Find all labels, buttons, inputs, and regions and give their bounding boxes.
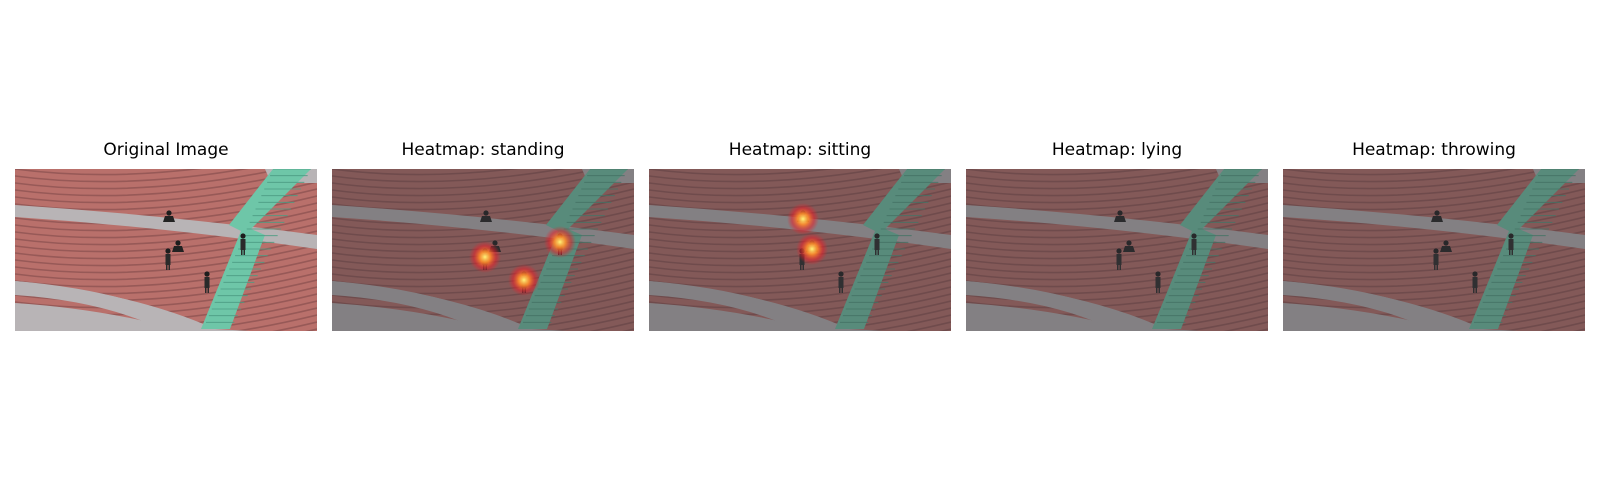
person-right	[1191, 233, 1197, 255]
panel-title: Heatmap: throwing	[1352, 140, 1516, 160]
heatmap-image-standing	[332, 169, 634, 331]
heat-spot-person-bottom	[508, 264, 540, 296]
scene-svg	[649, 169, 951, 331]
person-bottom	[1472, 271, 1478, 293]
person-bottom	[838, 271, 844, 293]
person-bottom	[204, 271, 210, 293]
heat-spot-person-left	[469, 241, 501, 273]
person-right	[1508, 233, 1514, 255]
lower-walkway-band	[15, 281, 205, 331]
original-image	[15, 169, 317, 331]
scene-svg	[966, 169, 1268, 331]
person-top	[1431, 210, 1443, 222]
person-top	[1114, 210, 1126, 222]
heatmap-dim-overlay	[966, 169, 1268, 331]
lower-walkway-band	[649, 281, 839, 331]
person-top	[480, 210, 492, 222]
lower-walkway-band	[1283, 281, 1473, 331]
person-top	[163, 210, 175, 222]
heatmap-image-throwing	[1283, 169, 1585, 331]
scene-svg	[15, 169, 317, 331]
heat-spot-person-right	[544, 226, 576, 258]
person-left	[1433, 248, 1439, 270]
heat-spot-person-middle	[796, 233, 828, 265]
person-left	[1116, 248, 1122, 270]
person-right	[240, 233, 246, 255]
panel-throwing: Heatmap: throwing	[1283, 140, 1585, 334]
panel-standing: Heatmap: standing	[332, 140, 634, 334]
person-middle	[1123, 240, 1135, 252]
panel-title: Heatmap: lying	[1051, 140, 1183, 160]
scene-svg	[1283, 169, 1585, 331]
panel-title: Heatmap: sitting	[728, 140, 872, 160]
lower-walkway-band	[332, 281, 522, 331]
panel-sitting: Heatmap: sitting	[649, 140, 951, 334]
panel-original: Original Image	[15, 140, 317, 334]
person-bottom	[1155, 271, 1161, 293]
person-right	[874, 233, 880, 255]
scene-svg	[332, 169, 634, 331]
person-middle	[172, 240, 184, 252]
heatmap-image-lying	[966, 169, 1268, 331]
bleacher-rows	[1283, 169, 1585, 331]
lower-walkway-band	[966, 281, 1156, 331]
person-middle	[1440, 240, 1452, 252]
person-left	[165, 248, 171, 270]
panel-lying: Heatmap: lying	[966, 140, 1268, 334]
heatmap-dim-overlay	[1283, 169, 1585, 331]
panel-title: Original Image	[103, 140, 229, 160]
panel-title: Heatmap: standing	[401, 140, 565, 160]
heatmap-image-sitting	[649, 169, 951, 331]
heat-spot-person-top	[787, 203, 819, 235]
